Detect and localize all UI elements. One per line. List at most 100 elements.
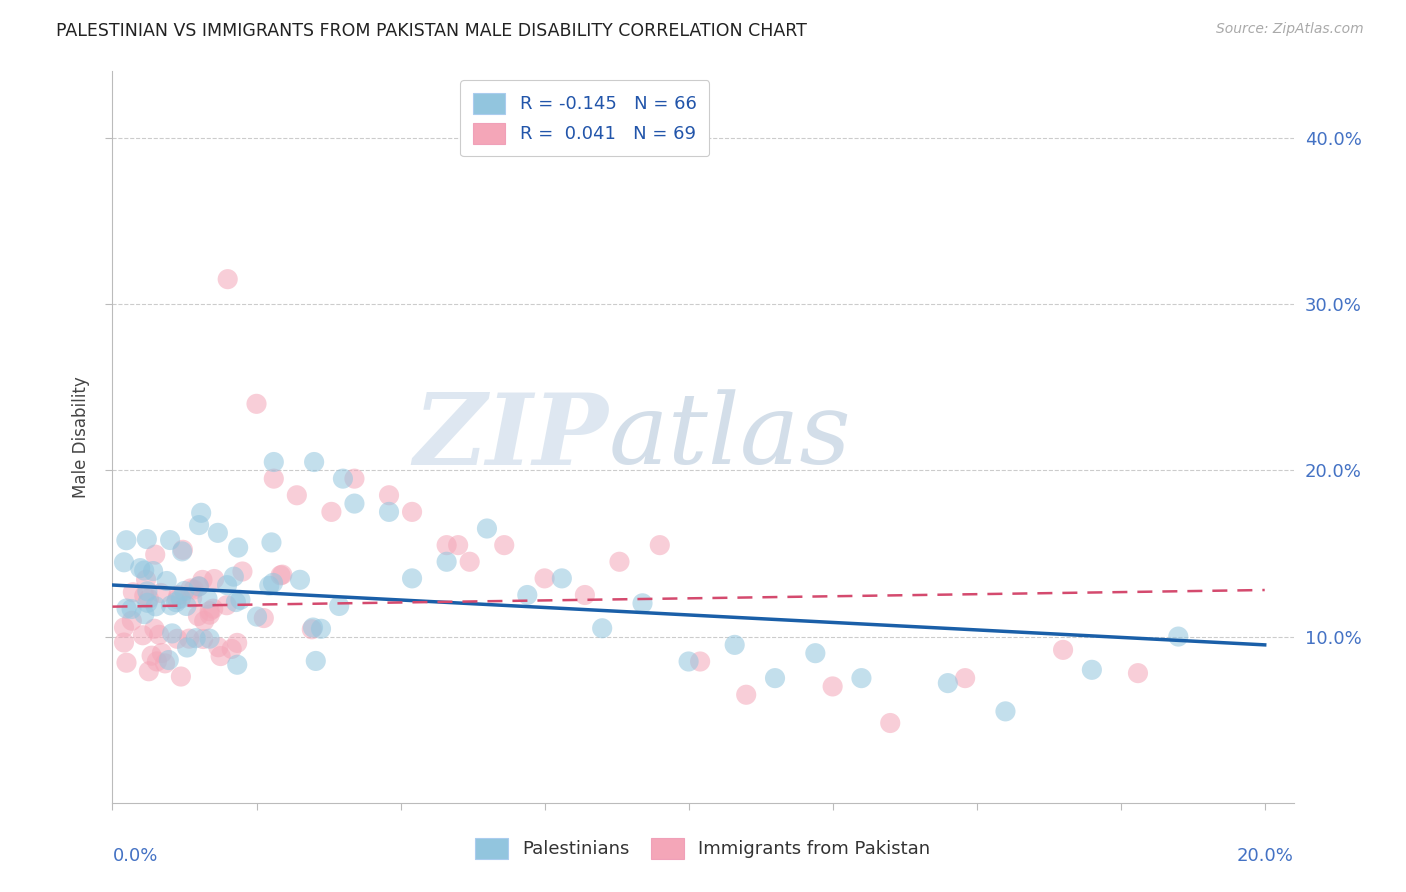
Point (953, 671, 976, 685)
Point (321, 505, 343, 519)
Point (149, 586, 172, 600)
Point (146, 654, 169, 668)
Point (136, 596, 159, 610)
Point (121, 614, 143, 628)
Point (157, 653, 180, 667)
Point (112, 621, 135, 635)
Point (804, 646, 827, 660)
Text: 0.0%: 0.0% (112, 847, 157, 864)
Point (591, 621, 613, 635)
Point (188, 518, 211, 533)
Point (153, 657, 176, 671)
Point (735, 688, 758, 702)
Point (1167, 630, 1189, 644)
Point (122, 585, 145, 599)
Point (143, 548, 166, 562)
Point (170, 591, 193, 606)
Point (648, 538, 671, 552)
Point (301, 622, 323, 636)
Point (217, 578, 239, 592)
Point (150, 646, 173, 660)
Point (259, 579, 281, 593)
Point (229, 592, 252, 607)
Point (401, 505, 423, 519)
Point (138, 665, 160, 679)
Point (994, 705, 1017, 719)
Point (129, 561, 152, 575)
Point (263, 455, 285, 469)
Point (198, 632, 221, 646)
Point (179, 632, 201, 646)
Legend: R = -0.145   N = 66, R =  0.041   N = 69: R = -0.145 N = 66, R = 0.041 N = 69 (460, 80, 710, 156)
Point (285, 488, 308, 502)
Point (207, 525, 229, 540)
Point (401, 571, 423, 585)
Point (165, 595, 187, 609)
Text: PALESTINIAN VS IMMIGRANTS FROM PAKISTAN MALE DISABILITY CORRELATION CHART: PALESTINIAN VS IMMIGRANTS FROM PAKISTAN … (56, 22, 807, 40)
Text: atlas: atlas (609, 390, 851, 484)
Point (270, 568, 292, 582)
Point (115, 601, 138, 615)
Point (378, 505, 401, 519)
Point (187, 579, 209, 593)
Point (226, 636, 249, 650)
Point (763, 671, 786, 685)
Point (187, 609, 209, 624)
Point (253, 611, 276, 625)
Point (176, 640, 198, 655)
Text: ZIP: ZIP (413, 389, 609, 485)
Point (142, 564, 165, 578)
Point (936, 676, 959, 690)
Point (821, 680, 844, 694)
Point (436, 538, 458, 552)
Point (516, 588, 538, 602)
Point (851, 671, 873, 685)
Point (202, 601, 225, 615)
Point (309, 622, 332, 636)
Point (191, 573, 214, 587)
Point (879, 716, 901, 731)
Point (136, 584, 159, 599)
Point (115, 656, 138, 670)
Point (148, 628, 170, 642)
Point (181, 591, 204, 605)
Point (609, 555, 631, 569)
Point (217, 272, 239, 286)
Point (574, 588, 596, 602)
Point (1081, 663, 1104, 677)
Point (132, 628, 155, 642)
Point (180, 582, 202, 596)
Point (198, 607, 221, 622)
Point (221, 642, 243, 657)
Point (475, 521, 498, 535)
Point (225, 595, 247, 609)
Point (458, 555, 481, 569)
Point (167, 588, 190, 602)
Point (112, 635, 135, 649)
Point (184, 631, 207, 645)
Point (172, 542, 194, 557)
Point (689, 655, 711, 669)
Point (724, 638, 747, 652)
Point (160, 599, 183, 613)
Point (436, 555, 458, 569)
Point (202, 572, 225, 586)
Point (271, 567, 294, 582)
Point (143, 622, 166, 636)
Point (631, 596, 654, 610)
Point (226, 657, 249, 672)
Point (134, 589, 156, 603)
Point (135, 532, 157, 546)
Point (447, 538, 470, 552)
Point (183, 582, 205, 597)
Point (245, 397, 267, 411)
Point (134, 564, 156, 578)
Point (215, 599, 238, 613)
Point (262, 575, 284, 590)
Point (170, 669, 193, 683)
Point (187, 579, 209, 593)
Legend: Palestinians, Immigrants from Pakistan: Palestinians, Immigrants from Pakistan (464, 827, 942, 870)
Point (533, 571, 555, 585)
Y-axis label: Male Disability: Male Disability (72, 376, 90, 498)
Point (1126, 666, 1149, 681)
